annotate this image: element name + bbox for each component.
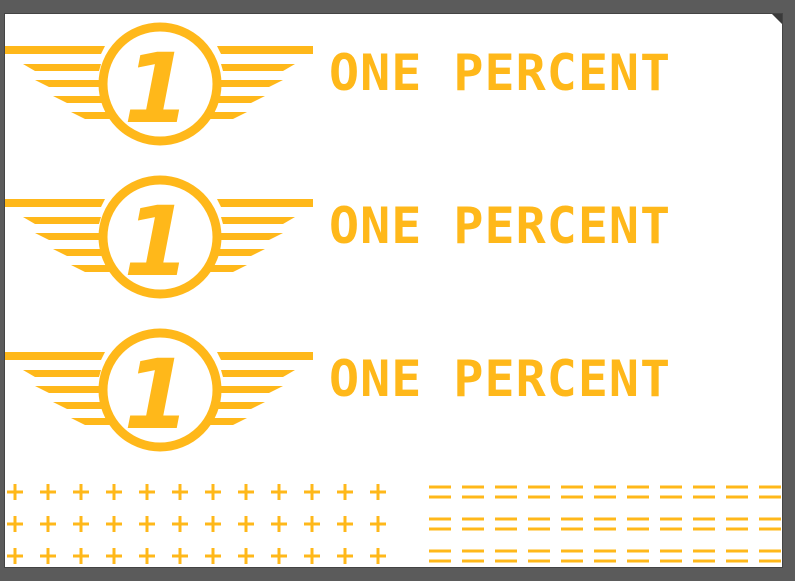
plus-mark <box>205 548 221 564</box>
dash-mark <box>561 485 583 499</box>
logo-lockup-3: 1 ONE PERCENT <box>5 320 782 460</box>
dash-mark <box>759 485 781 499</box>
logo-lockup-2: 1 ONE PERCENT <box>5 167 782 307</box>
winged-emblem-icon: 1 <box>5 175 313 299</box>
dash-mark <box>495 485 517 499</box>
plus-mark <box>106 516 122 532</box>
dash-mark <box>693 517 715 531</box>
plus-mark <box>205 484 221 500</box>
emblem-numeral: 1 <box>124 339 191 451</box>
pattern-graphics <box>7 484 781 564</box>
dash-mark <box>594 485 616 499</box>
artboard-corner-marker <box>772 14 782 24</box>
plus-mark <box>7 516 23 532</box>
dash-mark <box>429 517 451 531</box>
plus-mark <box>73 516 89 532</box>
dash-mark <box>726 549 748 563</box>
plus-mark <box>370 516 386 532</box>
wordmark-text: ONE PERCENT <box>329 44 672 102</box>
plus-mark <box>271 516 287 532</box>
plus-mark <box>370 548 386 564</box>
dash-mark <box>627 485 649 499</box>
plus-mark <box>40 484 56 500</box>
plus-mark <box>370 484 386 500</box>
plus-mark <box>7 484 23 500</box>
dash-mark <box>594 549 616 563</box>
plus-mark <box>337 516 353 532</box>
plus-mark <box>337 548 353 564</box>
plus-mark <box>73 548 89 564</box>
logo-lockup-1: 1 ONE PERCENT <box>5 14 782 154</box>
dash-mark <box>561 549 583 563</box>
dash-mark <box>660 485 682 499</box>
dash-mark <box>429 549 451 563</box>
dash-mark <box>660 517 682 531</box>
dash-mark <box>660 549 682 563</box>
plus-mark <box>172 484 188 500</box>
dash-mark <box>429 485 451 499</box>
plus-mark <box>40 548 56 564</box>
plus-mark <box>7 548 23 564</box>
plus-mark <box>337 484 353 500</box>
winged-emblem-icon: 1 <box>5 328 313 452</box>
plus-mark <box>304 548 320 564</box>
plus-mark <box>139 484 155 500</box>
plus-mark <box>139 516 155 532</box>
dash-mark <box>495 517 517 531</box>
emblem-numeral: 1 <box>124 186 191 298</box>
dash-mark <box>759 517 781 531</box>
plus-mark <box>238 516 254 532</box>
plus-mark <box>238 484 254 500</box>
plus-mark <box>271 548 287 564</box>
emblem-numeral: 1 <box>124 33 191 145</box>
dash-mark <box>693 485 715 499</box>
plus-mark <box>238 548 254 564</box>
dash-mark <box>528 485 550 499</box>
plus-mark <box>172 548 188 564</box>
dash-mark <box>561 517 583 531</box>
dash-mark <box>759 549 781 563</box>
dash-mark <box>528 549 550 563</box>
pattern-strip <box>5 476 782 567</box>
winged-emblem-icon: 1 <box>5 22 313 146</box>
dash-mark <box>594 517 616 531</box>
plus-mark <box>304 484 320 500</box>
plus-mark <box>73 484 89 500</box>
dash-mark <box>726 485 748 499</box>
dash-mark <box>462 517 484 531</box>
plus-mark <box>304 516 320 532</box>
artboard: 1 ONE PERCENT 1 ONE PERCENT <box>5 14 782 567</box>
wordmark-text: ONE PERCENT <box>329 197 672 255</box>
plus-mark <box>172 516 188 532</box>
dash-mark <box>495 549 517 563</box>
plus-mark <box>205 516 221 532</box>
dash-mark <box>462 485 484 499</box>
dash-mark <box>462 549 484 563</box>
plus-mark <box>139 548 155 564</box>
dash-mark <box>693 549 715 563</box>
dash-mark <box>627 549 649 563</box>
wordmark-text: ONE PERCENT <box>329 350 672 408</box>
dash-mark <box>528 517 550 531</box>
plus-mark <box>40 516 56 532</box>
dash-mark <box>627 517 649 531</box>
plus-mark <box>271 484 287 500</box>
dash-mark <box>726 517 748 531</box>
plus-mark <box>106 484 122 500</box>
plus-mark <box>106 548 122 564</box>
